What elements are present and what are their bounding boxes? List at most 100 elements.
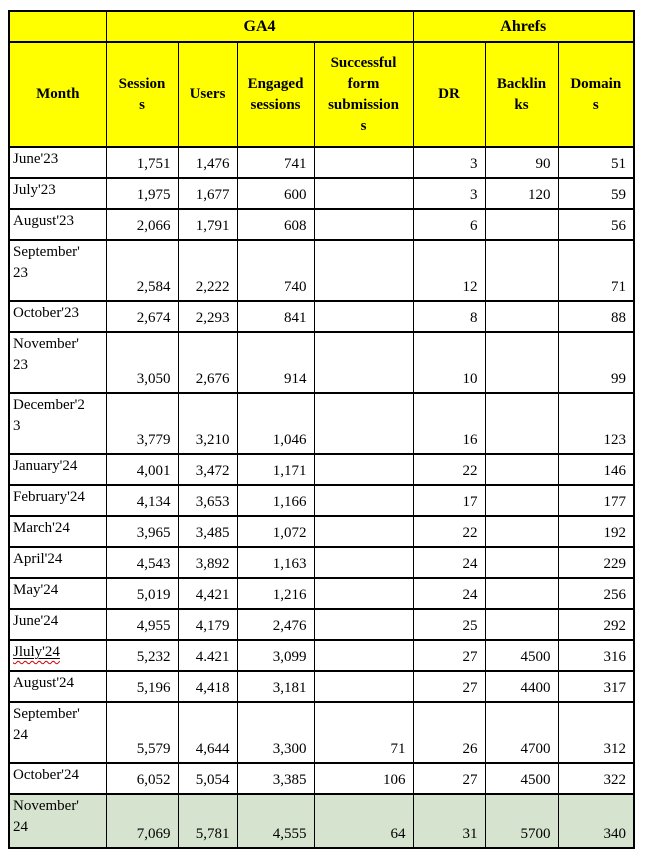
cell-domains: 51 xyxy=(557,146,635,179)
column-header-sessions: Session s xyxy=(105,41,179,148)
cell-engaged_sessions: 914 xyxy=(236,331,315,394)
cell-form_submissions xyxy=(313,608,414,641)
column-header-users: Users xyxy=(177,41,238,148)
cell-users: 1,791 xyxy=(177,208,238,241)
cell-domains: 192 xyxy=(557,515,635,548)
misspelled-word: Jluly'24 xyxy=(13,644,60,660)
header-group-ga4: GA4 xyxy=(105,10,414,43)
cell-domains: 340 xyxy=(557,793,635,849)
column-header-domains: Domain s xyxy=(557,41,635,148)
cell-sessions: 6,052 xyxy=(105,762,179,795)
cell-dr: 16 xyxy=(412,392,486,455)
cell-form_submissions xyxy=(313,300,414,333)
cell-form_submissions xyxy=(313,392,414,455)
cell-domains: 71 xyxy=(557,239,635,302)
cell-engaged_sessions: 1,046 xyxy=(236,392,315,455)
cell-users: 2,676 xyxy=(177,331,238,394)
cell-month: May'24 xyxy=(8,577,107,610)
cell-engaged_sessions: 741 xyxy=(236,146,315,179)
cell-month: April'24 xyxy=(8,546,107,579)
cell-backlinks xyxy=(484,300,559,333)
cell-domains: 229 xyxy=(557,546,635,579)
cell-domains: 312 xyxy=(557,701,635,764)
cell-sessions: 3,965 xyxy=(105,515,179,548)
cell-engaged_sessions: 1,216 xyxy=(236,577,315,610)
table-row: October'23 2,674 2,293 841 8 88 xyxy=(8,300,635,333)
cell-dr: 3 xyxy=(412,146,486,179)
cell-dr: 25 xyxy=(412,608,486,641)
table-row: February'24 4,134 3,653 1,166 17 177 xyxy=(8,484,635,517)
table-row: March'24 3,965 3,485 1,072 22 192 xyxy=(8,515,635,548)
column-header-month: Month xyxy=(8,41,107,148)
cell-dr: 24 xyxy=(412,577,486,610)
cell-sessions: 4,134 xyxy=(105,484,179,517)
cell-engaged_sessions: 1,072 xyxy=(236,515,315,548)
cell-month: August'24 xyxy=(8,670,107,703)
column-header-dr: DR xyxy=(412,41,486,148)
cell-form_submissions xyxy=(313,146,414,179)
cell-sessions: 4,543 xyxy=(105,546,179,579)
cell-month: February'24 xyxy=(8,484,107,517)
cell-engaged_sessions: 3,181 xyxy=(236,670,315,703)
table-row: August'23 2,066 1,791 608 6 56 xyxy=(8,208,635,241)
cell-form_submissions: 64 xyxy=(313,793,414,849)
cell-dr: 17 xyxy=(412,484,486,517)
cell-month: June'24 xyxy=(8,608,107,641)
table-row: September' 23 2,584 2,222 740 12 71 xyxy=(8,239,635,302)
cell-backlinks: 4400 xyxy=(484,670,559,703)
cell-dr: 27 xyxy=(412,639,486,672)
cell-users: 4,179 xyxy=(177,608,238,641)
cell-sessions: 5,019 xyxy=(105,577,179,610)
cell-engaged_sessions: 1,166 xyxy=(236,484,315,517)
cell-form_submissions xyxy=(313,331,414,394)
cell-dr: 22 xyxy=(412,515,486,548)
cell-engaged_sessions: 740 xyxy=(236,239,315,302)
cell-sessions: 5,196 xyxy=(105,670,179,703)
cell-month: Jluly'24 xyxy=(8,639,107,672)
cell-month: September' 23 xyxy=(8,239,107,302)
cell-backlinks xyxy=(484,453,559,486)
cell-engaged_sessions: 1,171 xyxy=(236,453,315,486)
column-header-form_submissions: Successful form submission s xyxy=(313,41,414,148)
cell-users: 1,677 xyxy=(177,177,238,210)
cell-users: 5,781 xyxy=(177,793,238,849)
cell-dr: 22 xyxy=(412,453,486,486)
cell-engaged_sessions: 3,385 xyxy=(236,762,315,795)
header-group-empty xyxy=(8,10,107,43)
cell-dr: 24 xyxy=(412,546,486,579)
cell-domains: 59 xyxy=(557,177,635,210)
cell-backlinks xyxy=(484,546,559,579)
cell-month: August'23 xyxy=(8,208,107,241)
cell-backlinks xyxy=(484,239,559,302)
cell-sessions: 2,674 xyxy=(105,300,179,333)
cell-dr: 12 xyxy=(412,239,486,302)
cell-month: October'23 xyxy=(8,300,107,333)
cell-domains: 322 xyxy=(557,762,635,795)
cell-users: 5,054 xyxy=(177,762,238,795)
cell-domains: 123 xyxy=(557,392,635,455)
table-row: November' 24 7,069 5,781 4,555 64 31 5700 340 xyxy=(8,793,635,849)
cell-backlinks xyxy=(484,208,559,241)
cell-dr: 3 xyxy=(412,177,486,210)
cell-month: September' 24 xyxy=(8,701,107,764)
cell-users: 4.421 xyxy=(177,639,238,672)
cell-backlinks: 5700 xyxy=(484,793,559,849)
cell-dr: 10 xyxy=(412,331,486,394)
cell-form_submissions xyxy=(313,208,414,241)
cell-users: 4,421 xyxy=(177,577,238,610)
cell-form_submissions: 71 xyxy=(313,701,414,764)
cell-backlinks xyxy=(484,484,559,517)
cell-backlinks xyxy=(484,577,559,610)
table-row: August'24 5,196 4,418 3,181 27 4400 317 xyxy=(8,670,635,703)
cell-users: 3,210 xyxy=(177,392,238,455)
cell-sessions: 1,751 xyxy=(105,146,179,179)
cell-dr: 31 xyxy=(412,793,486,849)
table-row: September' 24 5,579 4,644 3,300 71 26 4700 312 xyxy=(8,701,635,764)
cell-form_submissions xyxy=(313,670,414,703)
cell-domains: 177 xyxy=(557,484,635,517)
table-row: October'24 6,052 5,054 3,385 106 27 4500 322 xyxy=(8,762,635,795)
header-group-ahrefs: Ahrefs xyxy=(412,10,635,43)
cell-backlinks xyxy=(484,331,559,394)
metrics-table: GA4 Ahrefs Month Session s Users Engaged se… xyxy=(8,10,636,849)
